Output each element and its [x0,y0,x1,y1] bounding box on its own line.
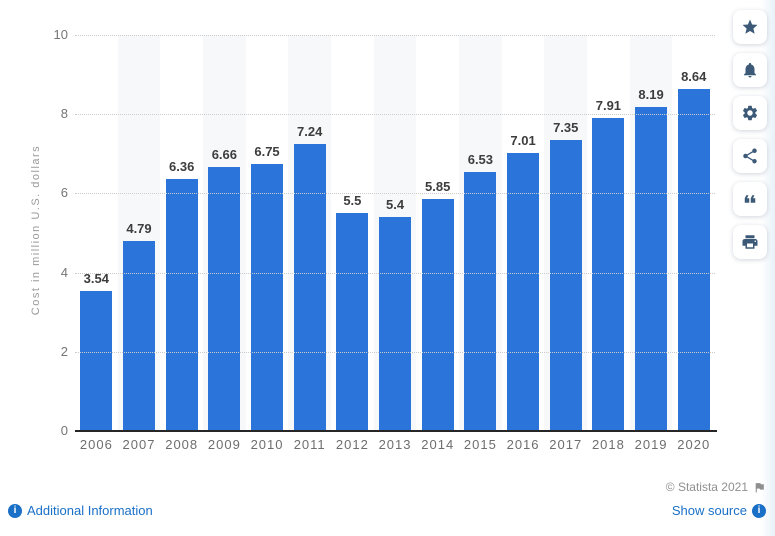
bar-column-2020: 8.64 [672,35,715,431]
x-tick-2020: 2020 [677,437,711,452]
bar-2020[interactable] [677,88,710,431]
gridline-4 [75,272,715,274]
quote-icon [744,195,756,203]
gear-icon [742,105,758,121]
print-button[interactable] [733,225,767,259]
y-tick-2: 2 [60,343,68,359]
y-tick-0: 0 [60,423,68,438]
bar-value-label: 5.4 [385,197,405,213]
bar-value-label: 7.35 [553,119,579,135]
x-tick-2014: 2014 [421,437,455,452]
bar-2013[interactable] [379,217,412,431]
info-icon: i [8,503,22,518]
bar-2014[interactable] [421,199,454,431]
bar-column-2012: 5.5 [331,35,374,431]
bar-value-label: 6.66 [211,147,237,163]
bar-2007[interactable] [123,241,155,431]
bar-columns: 3.54 4.79 6.36 6.66 6.75 7.24 5.5 5.4 5.85 6.53 7.… [75,35,715,431]
bar-value-label: 5.85 [425,179,451,195]
bar-value-label: 4.79 [126,221,152,237]
gridline-10 [75,35,715,36]
bar-column-2013: 5.4 [373,35,417,431]
x-axis-line [75,430,717,432]
bar-2012[interactable] [336,213,369,431]
bar-value-label: 8.19 [638,86,664,102]
x-tick-2007: 2007 [122,437,156,452]
bar-2017[interactable] [549,139,582,431]
x-tick-2015: 2015 [463,437,497,452]
x-tick-2017: 2017 [549,437,583,452]
bar-column-2018: 7.91 [587,35,630,431]
x-tick-2013: 2013 [378,437,412,452]
gridline-2 [75,351,715,353]
x-tick-2012: 2012 [335,437,369,452]
copyright: © Statista 2021 [666,480,766,494]
x-tick-labels: 2006 2007 2008 2009 2010 2011 2012 2013 2014 2015… [75,437,715,452]
bar-2008[interactable] [165,179,198,431]
additional-information-link[interactable]: i Additional Information [8,503,153,518]
bar-column-2007: 4.79 [117,35,161,431]
bar-value-label: 7.01 [510,133,536,149]
share-button[interactable] [733,139,767,173]
info-icon: i [752,503,766,518]
cite-button[interactable] [733,182,767,216]
bar-value-label: 7.91 [595,97,622,113]
bar-column-2019: 8.19 [629,35,673,431]
bar-column-2008: 6.36 [160,35,203,431]
bar-column-2010: 6.75 [246,35,289,431]
share-icon [743,148,757,164]
additional-information-label: Additional Information [27,503,153,518]
bar-column-2015: 6.53 [459,35,502,431]
x-tick-2016: 2016 [506,437,540,452]
bar-2016[interactable] [507,153,540,431]
right-toolbar [733,10,767,259]
bar-value-label: 7.24 [297,124,323,140]
bar-column-2016: 7.01 [502,35,545,431]
bar-2006[interactable] [80,290,113,431]
star-icon [742,19,758,34]
bar-2015[interactable] [464,172,497,431]
x-tick-2008: 2008 [165,437,199,452]
bar-column-2006: 3.54 [75,35,118,431]
bar-value-label: 8.64 [681,68,707,84]
bell-icon [744,62,756,78]
bar-value-label: 5.5 [343,193,362,209]
settings-button[interactable] [733,96,767,130]
x-tick-2010: 2010 [250,437,284,452]
bar-value-label: 3.54 [83,270,109,286]
bar-column-2009: 6.66 [203,35,246,431]
bar-2009[interactable] [208,167,241,431]
plot-area: 3.54 4.79 6.36 6.66 6.75 7.24 5.5 5.4 5.85 6.53 7.… [75,35,715,431]
x-tick-2009: 2009 [207,437,241,452]
x-tick-2006: 2006 [79,437,113,452]
bar-2018[interactable] [592,117,625,431]
y-axis-title: Cost in million U.S. dollars [30,144,42,316]
flag-icon [755,482,764,492]
y-tick-6: 6 [60,185,68,201]
bar-column-2017: 7.35 [544,35,588,431]
x-tick-2018: 2018 [591,437,625,452]
gridline-8 [75,114,715,116]
bar-value-label: 6.53 [467,152,494,168]
x-tick-2019: 2019 [634,437,668,452]
y-tick-4: 4 [60,264,68,280]
show-source-link[interactable]: Show source i [672,503,766,518]
x-tick-2011: 2011 [293,437,326,452]
print-icon [742,235,758,249]
gridline-6 [75,193,715,195]
notifications-button[interactable] [733,53,767,87]
copyright-text: © Statista 2021 [665,480,748,494]
show-source-label: Show source [671,503,747,518]
y-tick-8: 8 [60,106,68,122]
bar-2010[interactable] [251,163,284,431]
bar-column-2011: 7.24 [288,35,332,431]
bar-value-label: 6.36 [169,159,195,175]
y-tick-10: 10 [53,27,68,42]
bar-column-2014: 5.85 [416,35,459,431]
bar-2019[interactable] [635,106,668,431]
favorite-button[interactable] [733,10,767,44]
bar-2011[interactable] [293,144,326,431]
bar-value-label: 6.75 [254,143,280,159]
